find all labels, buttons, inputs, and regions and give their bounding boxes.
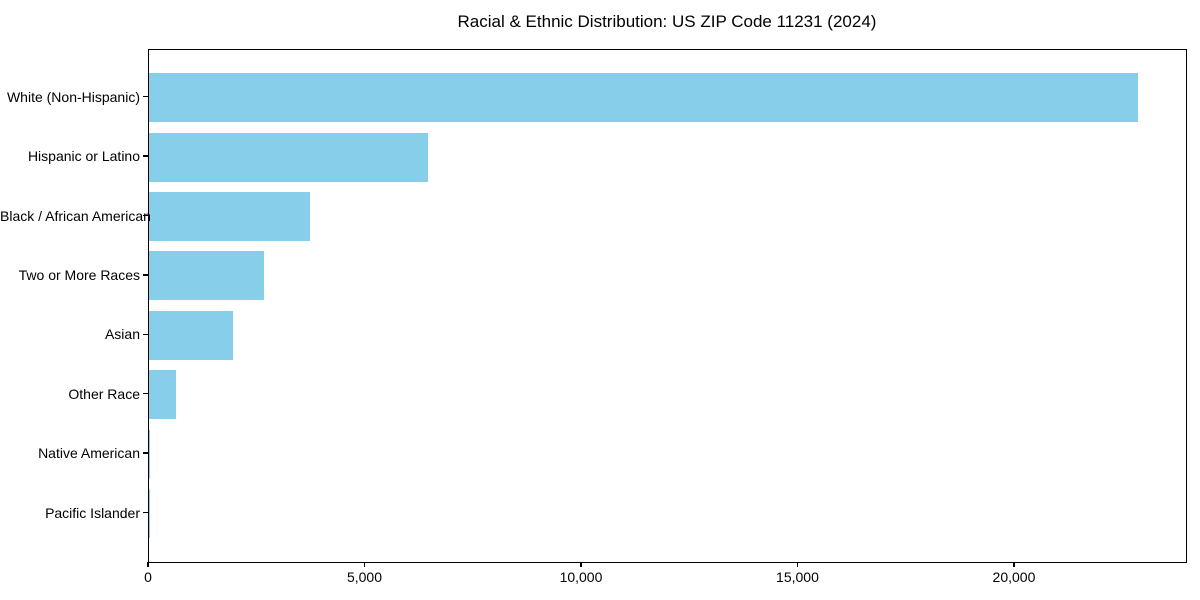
- x-tick-label: 15,000: [776, 569, 819, 585]
- bar-row: [149, 306, 1186, 365]
- y-tick-mark: [143, 393, 148, 395]
- x-tick-label: 10,000: [559, 569, 603, 585]
- x-tick-label: 5,000: [346, 569, 382, 585]
- y-tick-label: Other Race: [68, 385, 140, 402]
- y-tick-label: Two or More Races: [18, 266, 140, 283]
- bar-row: [149, 246, 1186, 305]
- bar-two-or-more-races: [149, 251, 264, 301]
- x-tick-label: 20,000: [992, 569, 1036, 585]
- bar-other-race: [149, 370, 176, 420]
- bar-white-non-hispanic: [149, 73, 1138, 123]
- y-tick-mark: [143, 511, 148, 514]
- bar-row: [149, 127, 1186, 186]
- bar-row: [149, 484, 1186, 543]
- bar-row: [149, 424, 1186, 483]
- y-tick-mark: [143, 452, 148, 454]
- x-tick-mark: [147, 562, 149, 567]
- y-tick-mark: [143, 96, 148, 98]
- bar-row: [149, 68, 1186, 127]
- x-tick-mark: [580, 562, 582, 567]
- plot-area: [148, 49, 1187, 563]
- x-tick-label: 0: [144, 569, 152, 585]
- bar-row: [149, 187, 1186, 246]
- x-tick-mark: [363, 562, 366, 567]
- bar-hispanic-or-latino: [149, 132, 429, 182]
- y-tick-label: Asian: [104, 326, 140, 343]
- bar-row: [149, 365, 1186, 424]
- y-tick-mark: [143, 333, 148, 335]
- y-tick-mark: [143, 155, 148, 157]
- y-tick-label: Black / African American: [0, 207, 151, 224]
- x-tick-mark: [1013, 562, 1015, 567]
- x-tick-mark: [796, 562, 799, 567]
- y-tick-label: White (Non-Hispanic): [6, 88, 140, 105]
- bars-container: [149, 50, 1186, 562]
- y-tick-label: Hispanic or Latino: [27, 148, 140, 165]
- bar-black-african-american: [149, 191, 311, 241]
- bar-native-american: [149, 429, 151, 479]
- bar-asian: [149, 310, 234, 360]
- y-tick-label: Native American: [38, 445, 140, 462]
- y-tick-mark: [143, 214, 148, 217]
- y-tick-label: Pacific Islander: [45, 504, 140, 521]
- y-tick-mark: [143, 274, 148, 276]
- chart-title: Racial & Ethnic Distribution: US ZIP Cod…: [457, 12, 877, 31]
